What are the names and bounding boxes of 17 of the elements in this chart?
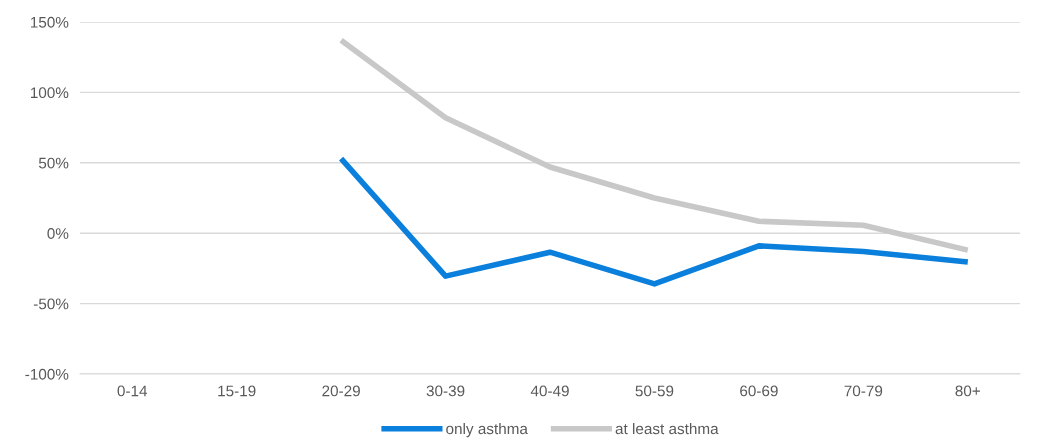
x-tick-label: 0-14 bbox=[117, 385, 148, 397]
x-tick-label: 30-39 bbox=[426, 385, 465, 397]
y-tick-label: 150% bbox=[30, 16, 69, 28]
y-tick-label: 100% bbox=[30, 87, 69, 99]
legend-label: only asthma bbox=[446, 422, 528, 438]
x-tick-label: 50-59 bbox=[635, 385, 674, 397]
x-tick-label: 70-79 bbox=[844, 385, 883, 397]
x-tick-label: 40-49 bbox=[530, 385, 569, 397]
x-tick-label: 80+ bbox=[955, 385, 980, 397]
y-tick-label: -100% bbox=[25, 368, 69, 380]
y-tick-label: 50% bbox=[38, 157, 69, 169]
x-tick-label: 15-19 bbox=[218, 385, 256, 397]
x-tick-label: 20-29 bbox=[322, 385, 360, 397]
x-tick-label: 60-69 bbox=[740, 385, 778, 397]
y-tick-label: -50% bbox=[33, 298, 69, 310]
y-tick-label: 0% bbox=[47, 228, 69, 239]
legend-label: at least asthma bbox=[615, 422, 719, 435]
